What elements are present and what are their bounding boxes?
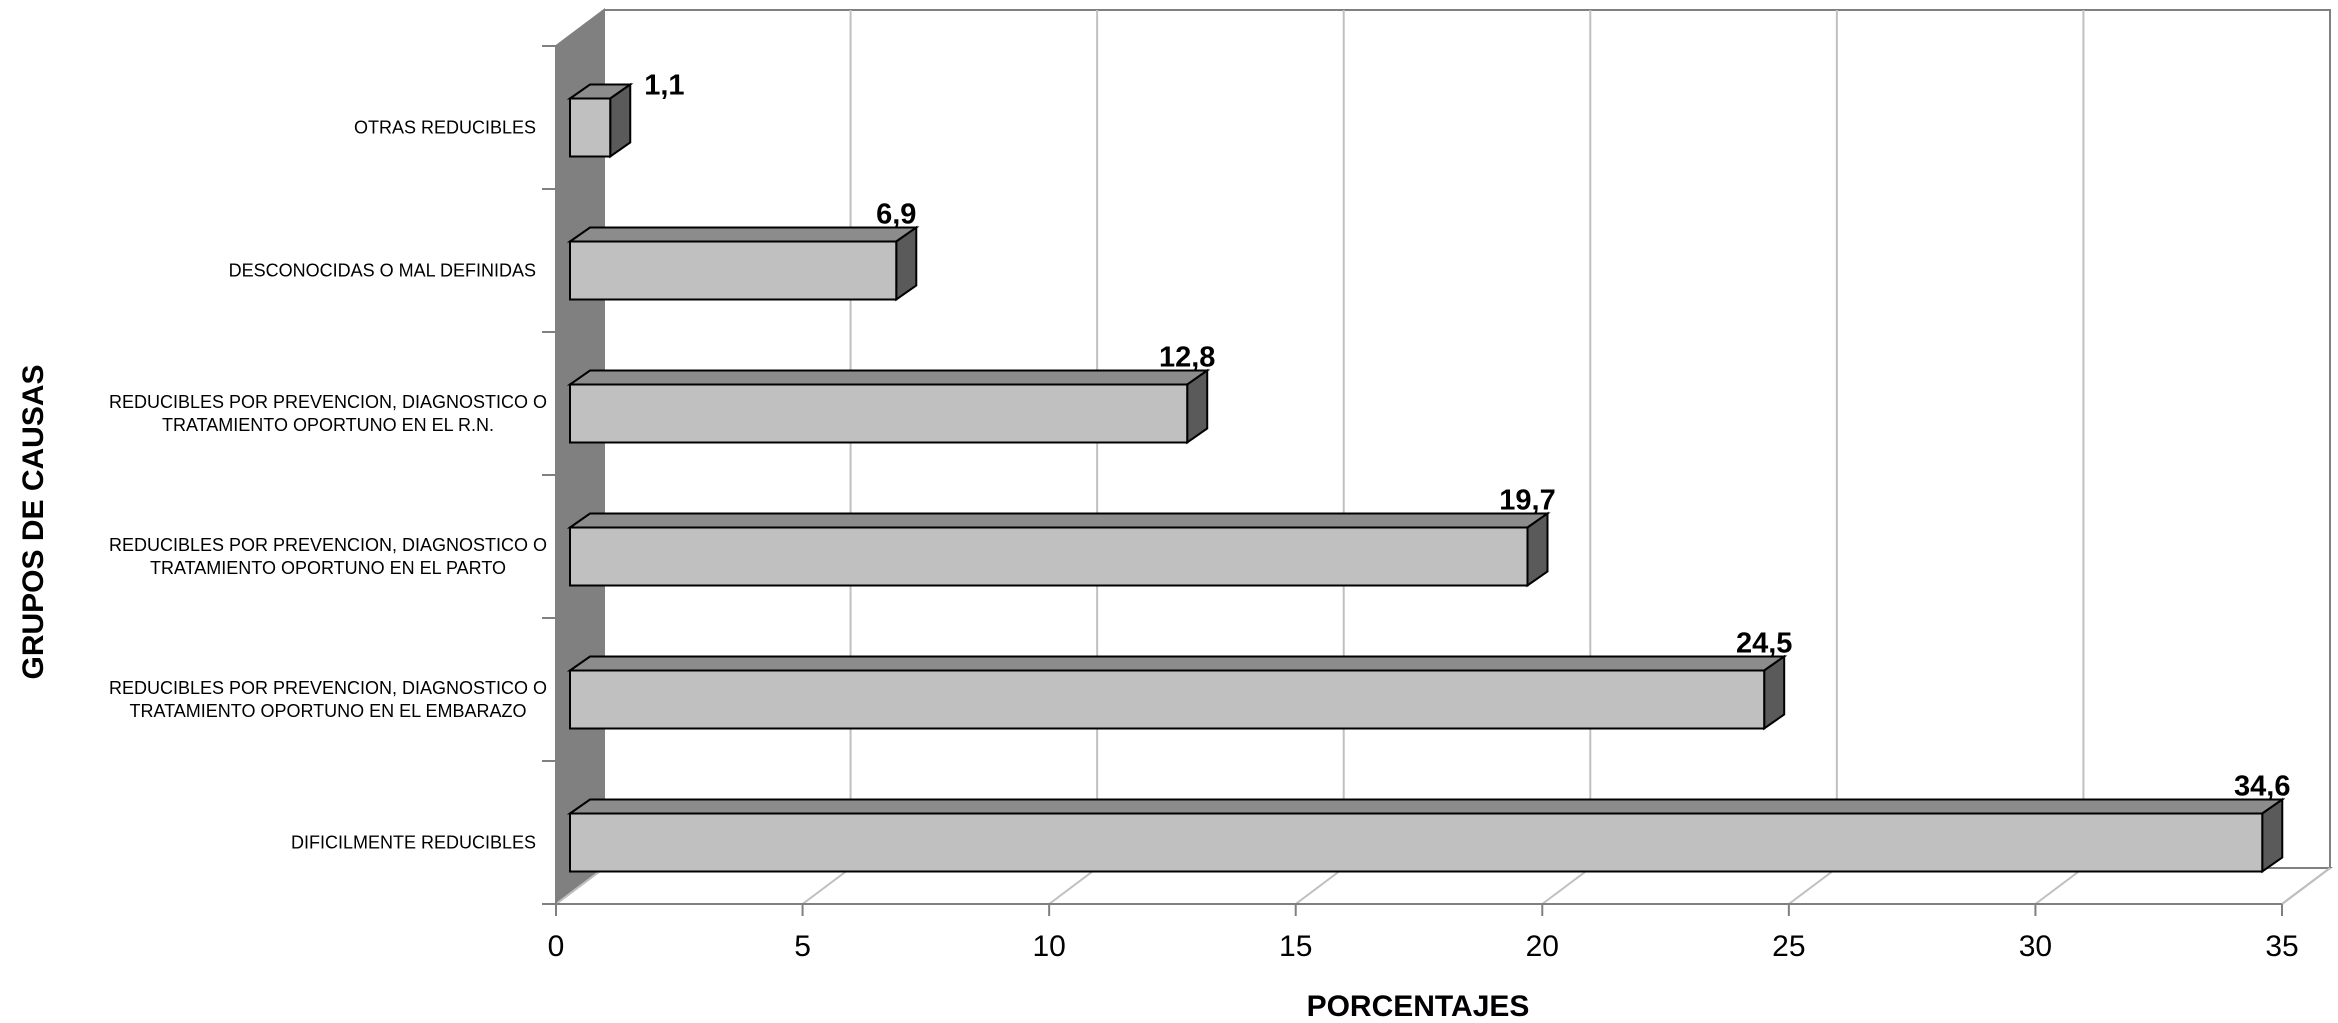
floor-gridline xyxy=(1048,867,1098,905)
x-tick-label: 35 xyxy=(2265,930,2298,963)
back-wall-outline xyxy=(604,9,2331,868)
bar-top-face xyxy=(566,226,920,243)
bar-top-face xyxy=(566,655,1788,672)
floor-gridline xyxy=(801,867,852,905)
x-tick-label: 30 xyxy=(2019,930,2052,963)
bar-side-face xyxy=(1763,654,1786,731)
bar-front-face xyxy=(569,240,898,301)
data-label: 24,5 xyxy=(1736,628,1792,660)
x-axis-title: PORCENTAJES xyxy=(1307,990,1530,1023)
bar-side-face xyxy=(2261,797,2284,874)
x-tick-label: 20 xyxy=(1526,930,1559,963)
bar-top-face xyxy=(566,369,1211,386)
category-label-line: TRATAMIENTO OPORTUNO EN EL R.N. xyxy=(162,415,494,435)
data-label: 1,1 xyxy=(644,70,684,102)
category-label: OTRAS REDUCIBLES xyxy=(354,118,536,138)
floor-gridline xyxy=(2281,867,2331,905)
category-label-line: TRATAMIENTO OPORTUNO EN EL PARTO xyxy=(150,558,506,578)
bar-front-face xyxy=(569,669,1766,730)
floor-gridline xyxy=(1295,867,1345,905)
bar-front-face xyxy=(569,383,1189,444)
bar xyxy=(566,654,1788,731)
floor-gridline xyxy=(1788,867,1838,905)
category-label-line: REDUCIBLES POR PREVENCION, DIAGNOSTICO O xyxy=(109,678,547,698)
category-label-line: REDUCIBLES POR PREVENCION, DIAGNOSTICO O xyxy=(109,535,547,555)
category-label-line: REDUCIBLES POR PREVENCION, DIAGNOSTICO O xyxy=(109,392,547,412)
bar xyxy=(566,225,920,302)
y-axis-title: GRUPOS DE CAUSAS xyxy=(17,364,50,679)
data-label: 6,9 xyxy=(876,199,916,231)
bar xyxy=(566,368,1211,445)
category-label-line: OTRAS REDUCIBLES xyxy=(354,118,536,138)
floor-gridline xyxy=(2034,867,2085,905)
category-label: DESCONOCIDAS O MAL DEFINIDAS xyxy=(229,261,536,281)
category-label-line: DESCONOCIDAS O MAL DEFINIDAS xyxy=(229,261,536,281)
bar-front-face xyxy=(569,97,612,158)
x-tick-label: 0 xyxy=(548,930,565,963)
category-label: DIFICILMENTE REDUCIBLES xyxy=(291,833,536,853)
floor xyxy=(553,867,2333,905)
bar-top-face xyxy=(566,512,1551,529)
bar xyxy=(566,797,2286,874)
data-label: 34,6 xyxy=(2234,771,2290,803)
category-label-line: DIFICILMENTE REDUCIBLES xyxy=(291,833,536,853)
category-label: REDUCIBLES POR PREVENCION, DIAGNOSTICO O… xyxy=(109,535,547,578)
x-tick-label: 5 xyxy=(794,930,811,963)
floor-gridline xyxy=(555,867,605,905)
data-label: 12,8 xyxy=(1159,342,1215,374)
bar-front-face xyxy=(569,812,2264,873)
x-tick-label: 10 xyxy=(1032,930,1065,963)
category-label: REDUCIBLES POR PREVENCION, DIAGNOSTICO O… xyxy=(109,678,547,721)
category-label: REDUCIBLES POR PREVENCION, DIAGNOSTICO O… xyxy=(109,392,547,435)
x-tick-label: 15 xyxy=(1279,930,1312,963)
category-label-line: TRATAMIENTO OPORTUNO EN EL EMBARAZO xyxy=(129,701,526,721)
bar-side-face xyxy=(1526,511,1549,588)
bar-top-face xyxy=(566,798,2286,815)
bar-side-face xyxy=(609,82,632,159)
bar-side-face xyxy=(1186,368,1209,445)
bar-side-face xyxy=(895,225,918,302)
bar-front-face xyxy=(569,526,1529,587)
bar xyxy=(566,82,634,159)
bar xyxy=(566,511,1551,588)
floor-gridline xyxy=(1541,867,1591,905)
data-label: 19,7 xyxy=(1499,485,1555,517)
x-tick-label: 25 xyxy=(1772,930,1805,963)
